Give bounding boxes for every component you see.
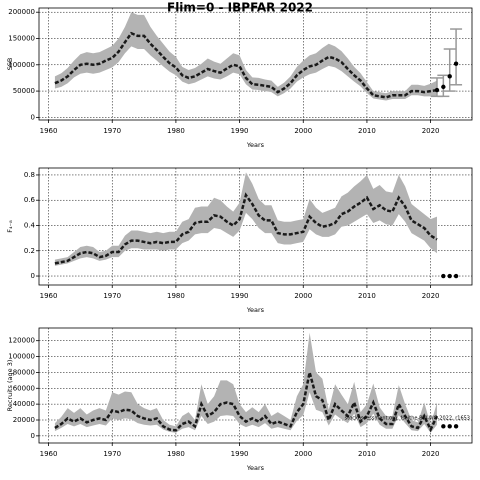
y-axis-label: Recruits (age 3) (6, 360, 14, 412)
projection-point (441, 424, 446, 429)
projection-point (434, 87, 440, 93)
x-axis-label: Years (246, 306, 265, 314)
chart-title: Flim=0 - IBPFAR 2022 (167, 1, 313, 15)
plot-frame (38, 7, 473, 121)
plot-frame (38, 327, 473, 444)
y-tick-label: 0.6 (24, 196, 36, 204)
y-tick-label: 60000 (13, 384, 35, 392)
x-tick-label: 2020 (422, 127, 440, 135)
confidence-band (54, 332, 437, 433)
projection-point (453, 424, 459, 429)
y-tick-label: 80000 (13, 368, 35, 376)
x-tick-label: 1960 (40, 450, 58, 458)
projection-point (453, 61, 459, 66)
estimate-line (54, 372, 439, 433)
y-tick-label: 0.8 (24, 171, 35, 179)
x-tick-label: 1980 (167, 450, 185, 458)
x-tick-label: 1990 (231, 450, 249, 458)
x-tick-label: 1990 (231, 127, 249, 135)
x-tick-label: 2000 (294, 450, 312, 458)
projection-point (447, 74, 452, 79)
y-axis-label: SSB (6, 58, 14, 71)
x-tick-label: 1970 (103, 292, 121, 300)
y-tick-label: 20000 (13, 416, 35, 424)
projection-point (453, 273, 459, 279)
y-tick-label: 0.2 (24, 247, 35, 255)
x-tick-label: 1990 (231, 292, 249, 300)
y-tick-label: 150000 (8, 34, 35, 42)
x-tick-label: 2020 (422, 292, 440, 300)
y-tick-label: 120000 (8, 337, 35, 345)
x-tick-label: 2010 (358, 450, 376, 458)
y-tick-label: 0 (31, 113, 35, 121)
projection-point (447, 424, 452, 429)
confidence-band (54, 12, 437, 101)
y-tick-label: 100000 (8, 353, 35, 361)
x-axis-label: Years (246, 141, 265, 149)
y-tick-label: 50000 (13, 87, 35, 95)
x-tick-label: 1980 (167, 292, 185, 300)
x-axis-label: Years (246, 464, 265, 472)
y-tick-label: 0 (31, 272, 35, 280)
estimate-line (54, 192, 438, 265)
x-tick-label: 1960 (40, 292, 58, 300)
x-tick-label: 2000 (294, 127, 312, 135)
plot-frame (38, 167, 473, 286)
y-tick-label: 100000 (8, 61, 35, 69)
y-tick-label: 0 (31, 432, 35, 440)
y-axis-label: F₄₋₈ (6, 220, 14, 233)
x-tick-label: 1980 (167, 127, 185, 135)
x-tick-label: 1970 (103, 127, 121, 135)
projection-point (441, 273, 446, 279)
x-tick-label: 2010 (358, 292, 376, 300)
annotation: stockassessment.org, fsaithe-BW-WG-2022,… (345, 416, 470, 422)
projection-point (441, 84, 446, 90)
y-tick-label: 40000 (13, 400, 35, 408)
y-tick-label: 0.4 (24, 221, 36, 229)
x-tick-label: 1970 (103, 450, 121, 458)
y-tick-label: 200000 (8, 8, 35, 16)
estimate-line (54, 31, 438, 99)
x-tick-label: 2010 (358, 127, 376, 135)
projection-point (447, 273, 452, 279)
x-tick-label: 1960 (40, 127, 58, 135)
x-tick-label: 2000 (294, 292, 312, 300)
x-tick-label: 2020 (422, 450, 440, 458)
